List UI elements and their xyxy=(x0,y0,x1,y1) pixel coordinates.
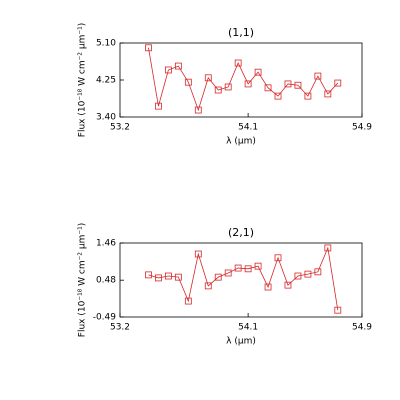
data-point xyxy=(174,62,182,70)
axes-box xyxy=(119,242,363,318)
data-point xyxy=(284,281,292,289)
data-point xyxy=(274,254,282,262)
x-tick-label: 53.2 xyxy=(110,123,130,133)
y-tick-label: 1.46 xyxy=(96,239,116,249)
data-point xyxy=(194,106,202,114)
data-point xyxy=(204,74,212,82)
x-tick-label: 54.9 xyxy=(352,323,372,333)
data-point xyxy=(324,90,332,98)
data-point xyxy=(294,272,302,280)
data-point xyxy=(145,271,152,279)
axes-box xyxy=(119,42,363,118)
data-point xyxy=(184,78,192,86)
data-point xyxy=(145,44,152,52)
y-tick-label: 5.10 xyxy=(96,39,116,49)
data-point xyxy=(254,262,262,270)
data-point xyxy=(194,250,202,258)
data-point xyxy=(155,274,162,282)
series-line xyxy=(148,246,339,311)
x-tick-label: 54.1 xyxy=(238,323,258,333)
data-point xyxy=(224,269,232,277)
data-point xyxy=(264,283,272,291)
data-point xyxy=(234,59,242,67)
data-point xyxy=(314,72,322,80)
y-axis-label: Flux (10⁻¹⁸ W cm⁻² μm⁻¹) xyxy=(78,223,88,337)
data-point xyxy=(274,92,282,100)
data-point xyxy=(204,282,212,290)
chart-title: (1,1) xyxy=(228,26,254,39)
data-point xyxy=(174,273,182,281)
data-point xyxy=(264,84,272,92)
x-axis-label: λ (μm) xyxy=(226,137,256,147)
data-point xyxy=(254,68,262,76)
data-point xyxy=(214,273,222,281)
data-point xyxy=(324,244,332,252)
x-axis-label: λ (μm) xyxy=(226,337,256,347)
data-point xyxy=(334,306,342,314)
chart-title: (2,1) xyxy=(228,226,254,239)
x-tick-label: 53.2 xyxy=(110,323,130,333)
data-point xyxy=(164,272,172,280)
data-point xyxy=(304,270,312,278)
y-tick-label: 0.48 xyxy=(96,276,116,286)
y-tick-label: -0.49 xyxy=(93,313,117,323)
data-point xyxy=(234,264,242,272)
y-axis-label: Flux (10⁻¹⁸ W cm⁻² μm⁻¹) xyxy=(78,23,88,137)
series-line xyxy=(148,47,339,112)
data-point xyxy=(304,92,312,100)
data-point xyxy=(214,86,222,94)
data-point xyxy=(314,268,322,276)
data-point xyxy=(184,297,192,305)
data-point xyxy=(244,265,252,273)
data-point xyxy=(155,102,162,110)
data-point xyxy=(224,83,232,91)
data-point xyxy=(284,80,292,88)
data-point xyxy=(244,80,252,88)
data-point xyxy=(164,66,172,74)
y-tick-label: 4.25 xyxy=(96,76,116,86)
y-tick-label: 3.40 xyxy=(96,113,116,123)
x-tick-label: 54.9 xyxy=(352,123,372,133)
data-point xyxy=(334,79,342,87)
data-point xyxy=(294,81,302,89)
x-tick-label: 54.1 xyxy=(238,123,258,133)
